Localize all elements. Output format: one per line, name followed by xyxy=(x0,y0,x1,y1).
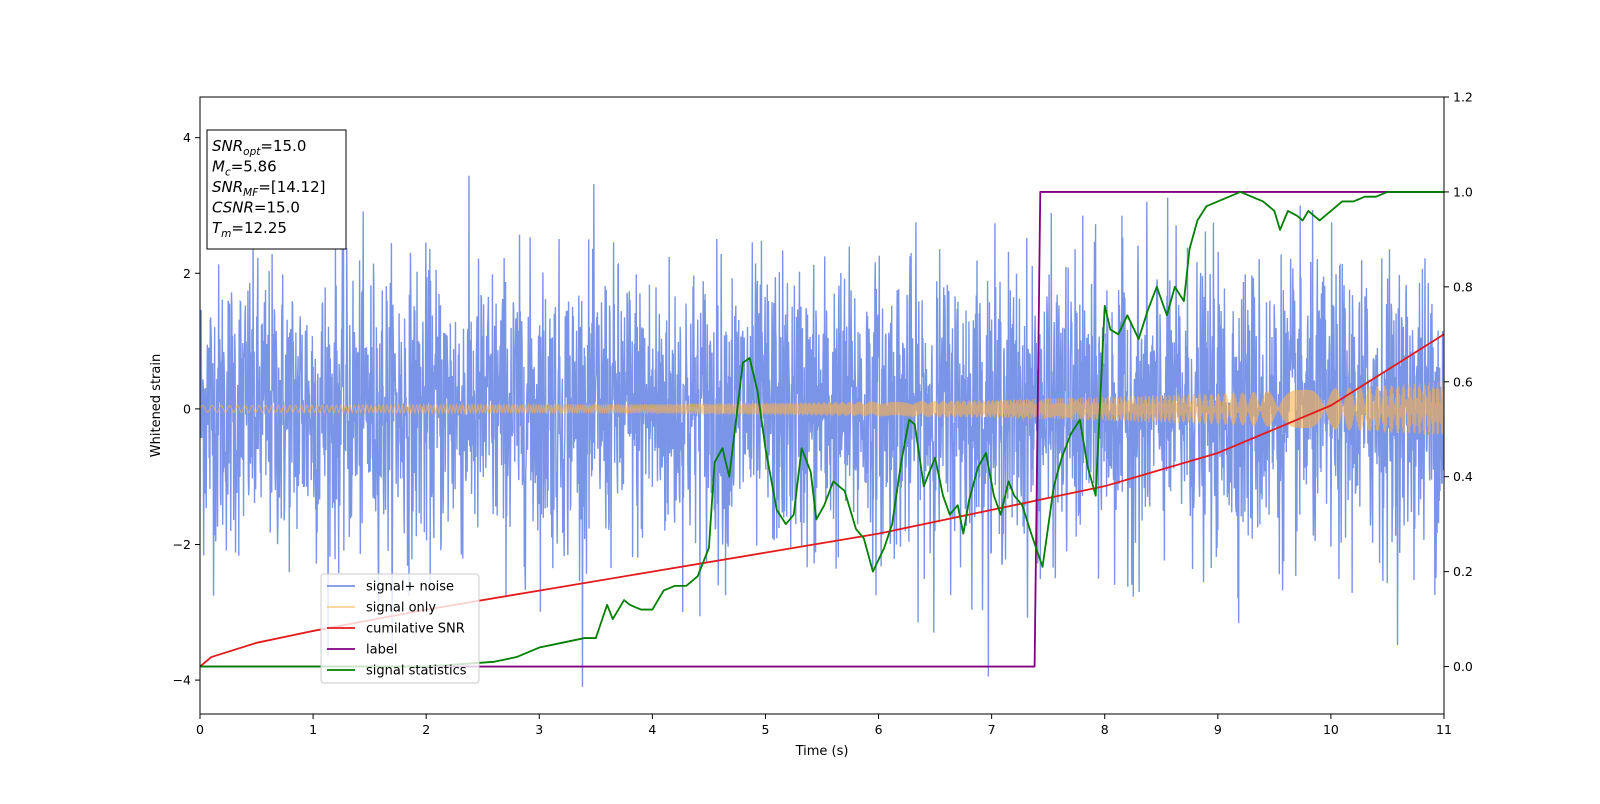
x-tick-label: 7 xyxy=(988,722,996,737)
legend-label: label xyxy=(366,643,397,658)
y2-axis-ticks: 0.0 0.2 0.4 0.6 0.8 1.0 1.2 xyxy=(1444,90,1473,674)
x-tick-label: 8 xyxy=(1101,722,1109,737)
y2-tick-label: 0.2 xyxy=(1453,564,1473,579)
stats-box: SNRopt=15.0Mc=5.86SNRMF=[14.12]CSNR=15.0… xyxy=(206,129,347,250)
x-tick-label: 3 xyxy=(535,722,543,737)
signal-statistics-line xyxy=(200,191,1444,668)
legend: signal+ noise signal only cumilative SNR la… xyxy=(320,573,480,684)
stats-line: SNRopt=15.0 xyxy=(212,137,306,158)
y-tick-label: 2 xyxy=(183,266,191,281)
stats-box-frame xyxy=(206,129,347,250)
legend-label: signal only xyxy=(366,601,436,616)
legend-label: signal+ noise xyxy=(366,580,454,595)
plot-area xyxy=(200,175,1444,687)
x-tick-label: 5 xyxy=(761,722,769,737)
y-tick-label: −4 xyxy=(173,673,191,688)
y2-tick-label: 0.0 xyxy=(1453,659,1473,674)
y2-tick-label: 0.6 xyxy=(1453,374,1473,389)
y2-tick-label: 0.4 xyxy=(1453,469,1473,484)
y2-tick-label: 1.2 xyxy=(1453,90,1473,105)
stats-line: CSNR=15.0 xyxy=(212,199,300,217)
x-tick-label: 11 xyxy=(1436,722,1452,737)
signal-noise-line xyxy=(200,175,1444,687)
legend-frame xyxy=(320,573,480,684)
x-tick-label: 4 xyxy=(648,722,656,737)
x-tick-label: 0 xyxy=(196,722,204,737)
y-axis-label: Whitened strain xyxy=(149,354,164,457)
stats-line: Tm=12.25 xyxy=(212,219,287,240)
y-tick-label: 4 xyxy=(183,130,191,145)
y-tick-label: −2 xyxy=(173,537,191,552)
signal-only-line xyxy=(200,382,1444,435)
y2-tick-label: 0.8 xyxy=(1453,279,1473,294)
legend-label: signal statistics xyxy=(366,664,467,679)
stats-line: SNRMF=[14.12] xyxy=(212,178,326,199)
legend-label: cumilative SNR xyxy=(366,622,465,637)
x-tick-label: 2 xyxy=(422,722,430,737)
y-axis-ticks: −4 −2 0 2 4 xyxy=(173,130,200,688)
x-axis-label: Time (s) xyxy=(795,744,849,759)
cumilative-snr-line xyxy=(200,333,1444,668)
x-tick-label: 10 xyxy=(1323,722,1339,737)
x-axis-ticks: 0 1 2 3 4 5 6 7 8 9 10 11 xyxy=(196,714,1452,737)
axes-frame xyxy=(199,96,1445,715)
x-tick-label: 9 xyxy=(1214,722,1222,737)
y-tick-label: 0 xyxy=(183,401,191,416)
y2-tick-label: 1.0 xyxy=(1453,184,1473,199)
stats-line: Mc=5.86 xyxy=(212,158,277,179)
x-tick-label: 6 xyxy=(875,722,883,737)
x-tick-label: 1 xyxy=(309,722,317,737)
